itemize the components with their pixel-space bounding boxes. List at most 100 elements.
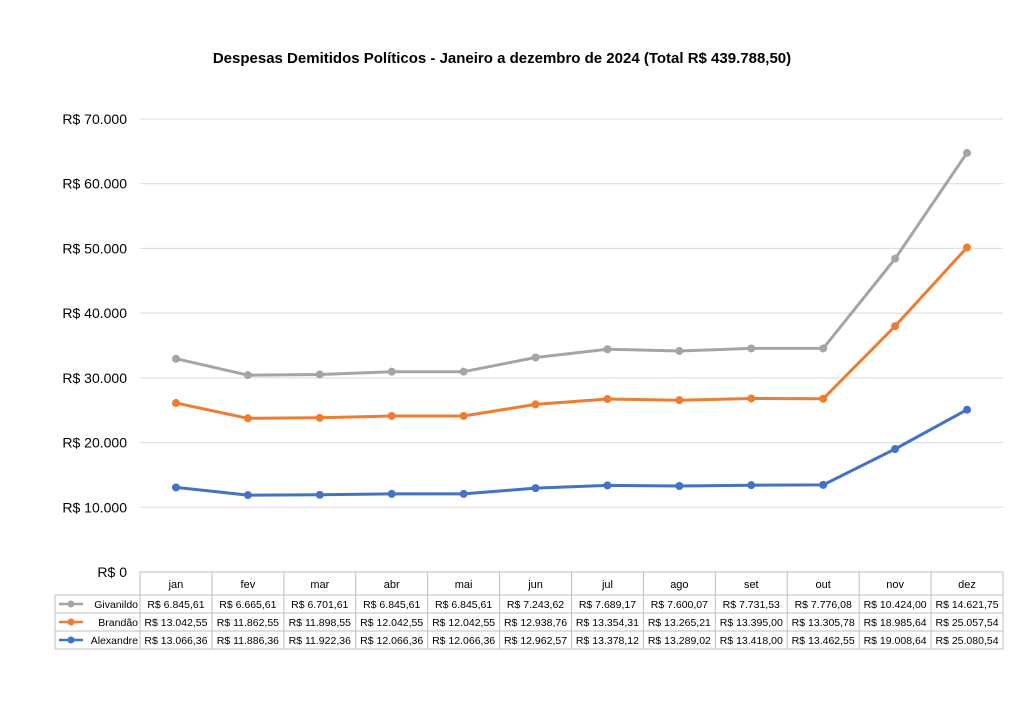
series-line-brandao [174, 246, 969, 420]
data-point [891, 322, 900, 331]
y-tick-label: R$ 20.000 [62, 435, 127, 451]
data-point [963, 148, 972, 157]
legend-label: Givanildo [94, 599, 138, 611]
data-point [891, 254, 900, 263]
legend-label: Brandão [98, 617, 138, 629]
data-label: R$ 10.424,00 [864, 599, 927, 611]
data-point [531, 353, 540, 362]
data-point [963, 243, 972, 252]
data-point [243, 414, 252, 423]
data-label: R$ 25.080,54 [936, 635, 999, 647]
data-label: R$ 7.776,08 [795, 599, 852, 611]
data-point [531, 400, 540, 409]
data-label: R$ 6.845,61 [435, 599, 492, 611]
category-label: nov [886, 579, 904, 591]
y-axis-tick-labels: R$ 0 R$ 10.000 R$ 20.000 R$ 30.000 R$ 40.000… [62, 111, 127, 580]
data-point [171, 354, 180, 363]
data-point [243, 371, 252, 380]
data-point [243, 491, 252, 500]
data-label: R$ 13.305,78 [792, 617, 855, 629]
data-point [315, 490, 324, 499]
data-point [675, 346, 684, 355]
y-tick-label: R$ 30.000 [62, 370, 127, 386]
y-tick-label: R$ 70.000 [62, 111, 127, 127]
category-label: jul [601, 579, 613, 591]
y-tick-label: R$ 10.000 [62, 499, 127, 515]
data-point [315, 413, 324, 422]
data-label: R$ 13.395,00 [720, 617, 783, 629]
data-table: jan fev mar abr mai jun jul ago set out nov dez Giva… [54, 571, 1004, 650]
data-point [819, 394, 828, 403]
data-label: R$ 6.665,61 [219, 599, 276, 611]
data-point [459, 411, 468, 420]
category-label: ago [670, 579, 688, 591]
category-label: fev [241, 579, 256, 591]
legend-label: Alexandre [91, 635, 138, 647]
data-label: R$ 13.378,12 [576, 635, 639, 647]
category-label: jun [527, 579, 543, 591]
data-point [747, 481, 756, 490]
data-point [891, 444, 900, 453]
data-point [387, 411, 396, 420]
category-label: set [744, 579, 759, 591]
data-label: R$ 6.845,61 [147, 599, 204, 611]
data-label: R$ 12.962,57 [504, 635, 567, 647]
series-line-alexandre [174, 408, 969, 497]
data-label: R$ 19.008,64 [864, 635, 927, 647]
data-label: R$ 12.042,55 [360, 617, 423, 629]
data-label: R$ 13.418,00 [720, 635, 783, 647]
data-label: R$ 7.731,53 [723, 599, 780, 611]
data-label: R$ 13.265,21 [648, 617, 711, 629]
data-point [603, 481, 612, 490]
data-point [459, 489, 468, 498]
data-point [387, 367, 396, 376]
data-point [819, 480, 828, 489]
category-label: out [816, 579, 831, 591]
data-point [171, 399, 180, 408]
data-point [747, 394, 756, 403]
data-label: R$ 14.621,75 [936, 599, 999, 611]
data-point [171, 483, 180, 492]
data-label: R$ 11.886,36 [217, 635, 279, 647]
data-label: R$ 12.042,55 [432, 617, 495, 629]
data-point [963, 405, 972, 414]
data-label: R$ 7.689,17 [579, 599, 636, 611]
series-lines [171, 148, 972, 500]
category-label: dez [958, 579, 976, 591]
legend-marker [67, 600, 75, 608]
data-label: R$ 6.845,61 [363, 599, 420, 611]
data-point [747, 344, 756, 353]
data-label: R$ 12.938,76 [504, 617, 567, 629]
data-label: R$ 7.243,62 [507, 599, 564, 611]
data-label: R$ 13.462,55 [792, 635, 855, 647]
data-label: R$ 18.985,64 [864, 617, 927, 629]
data-point [675, 482, 684, 491]
data-label: R$ 13.354,31 [576, 617, 639, 629]
data-point [315, 370, 324, 379]
category-label: abr [384, 579, 400, 591]
data-label: R$ 11.862,55 [217, 617, 279, 629]
data-point [603, 345, 612, 354]
data-point [819, 344, 828, 353]
series-line-givanildo [174, 151, 969, 377]
data-label: R$ 13.066,36 [144, 635, 207, 647]
y-tick-label: R$ 50.000 [62, 240, 127, 256]
data-label: R$ 12.066,36 [432, 635, 495, 647]
data-point [603, 395, 612, 404]
data-label: R$ 7.600,07 [651, 599, 708, 611]
chart-title: Despesas Demitidos Políticos - Janeiro a… [213, 50, 791, 67]
y-tick-label: R$ 0 [97, 564, 127, 580]
data-point [675, 396, 684, 405]
gridlines [140, 118, 1003, 508]
y-tick-label: R$ 60.000 [62, 176, 127, 192]
legend-marker [67, 618, 75, 626]
data-label: R$ 13.289,02 [648, 635, 711, 647]
category-label: mai [455, 579, 473, 591]
data-label: R$ 11.898,55 [289, 617, 351, 629]
data-point [387, 489, 396, 498]
data-label: R$ 6.701,61 [291, 599, 348, 611]
legend-marker [67, 636, 75, 644]
category-label: mar [310, 579, 329, 591]
data-point [459, 367, 468, 376]
